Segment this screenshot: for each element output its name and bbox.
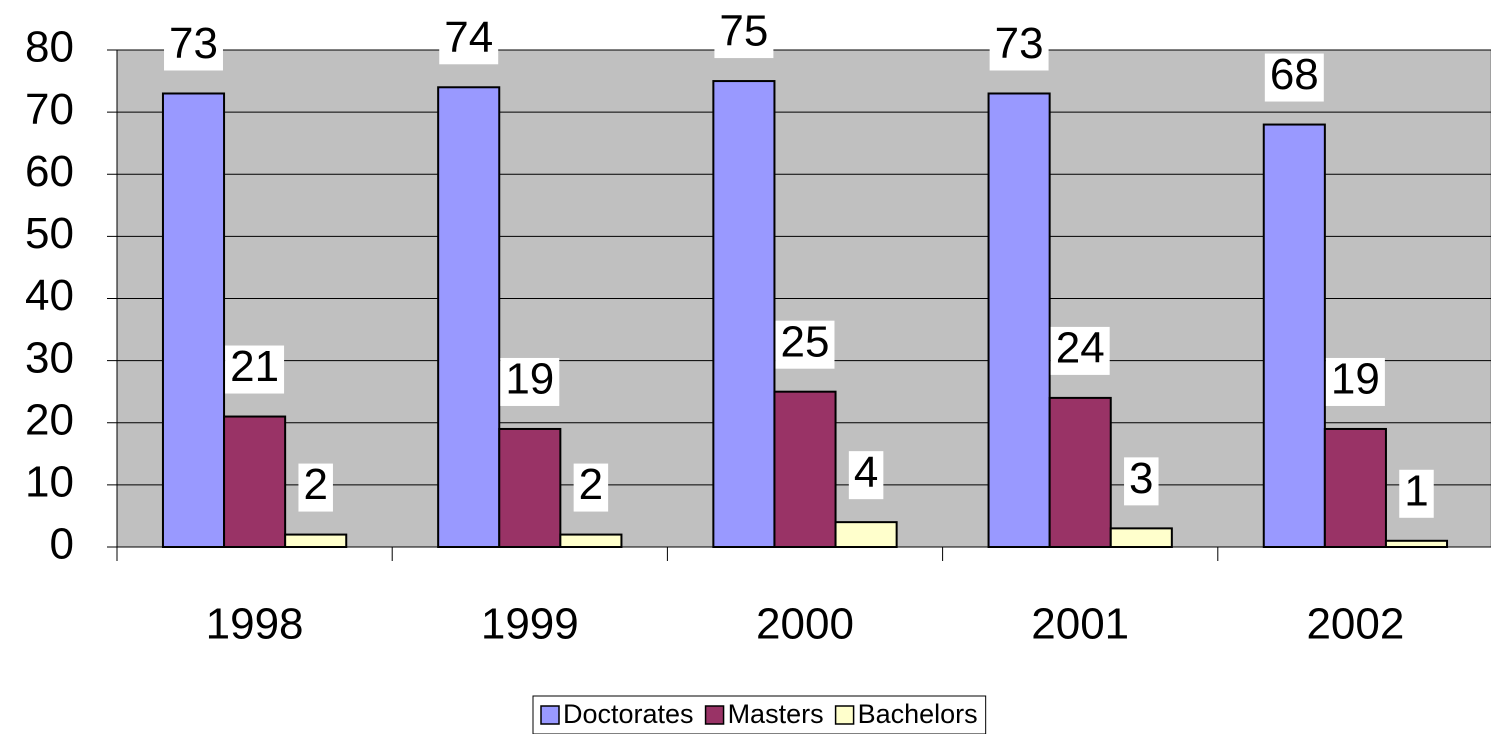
x-tick-label: 2001 (1031, 600, 1129, 649)
bar (834, 521, 898, 549)
data-label: 4 (854, 448, 878, 497)
data-label-group: 19 (500, 355, 560, 406)
legend-box (532, 695, 987, 734)
data-label-bg (225, 345, 285, 394)
bar (498, 427, 562, 548)
data-label: 74 (444, 13, 493, 62)
data-label: 21 (230, 342, 279, 391)
data-label: 75 (719, 7, 768, 56)
data-label-group: 73 (989, 19, 1049, 71)
data-label: 68 (1270, 50, 1319, 99)
legend: Doctorates Masters Bachelors (532, 695, 987, 734)
data-label-bg (1264, 53, 1324, 102)
y-tick-label: 40 (25, 271, 74, 320)
data-label-bg (1399, 469, 1434, 518)
data-label-group: 19 (1325, 355, 1385, 406)
x-tick-label: 1999 (481, 600, 579, 649)
y-tick-label: 10 (25, 458, 74, 507)
data-label: 24 (1056, 324, 1105, 373)
data-label-group: 2 (573, 460, 609, 512)
y-tick-label: 0 (50, 520, 74, 569)
y-tick-label: 80 (25, 23, 74, 72)
bar (437, 86, 501, 549)
data-label-bg (298, 463, 333, 512)
data-label: 19 (505, 355, 554, 404)
legend-swatch (704, 705, 725, 725)
data-label-group: 21 (225, 342, 285, 394)
data-label-group: 3 (1124, 454, 1159, 506)
data-label-bg (848, 451, 884, 500)
bar (987, 92, 1051, 549)
data-label-group: 75 (714, 7, 774, 59)
data-label: 19 (1331, 355, 1380, 404)
data-label-group: 68 (1264, 50, 1324, 102)
x-tick-label: 1998 (206, 600, 304, 649)
legend-label: Masters (728, 699, 824, 729)
data-label-bg (1050, 326, 1110, 375)
bar (712, 80, 776, 548)
y-tick-label: 20 (25, 395, 74, 444)
data-label: 25 (781, 317, 830, 366)
data-label-bg (989, 22, 1049, 71)
bar (773, 390, 837, 548)
y-tick-label: 70 (25, 85, 74, 134)
data-label: 2 (579, 460, 603, 509)
data-label-bg (573, 463, 609, 512)
bar (161, 92, 226, 549)
bar (1048, 396, 1112, 548)
bar (223, 415, 287, 548)
data-label: 73 (995, 19, 1044, 68)
data-label-bg (1124, 457, 1159, 506)
data-label-group: 24 (1050, 324, 1110, 375)
bar (559, 533, 623, 549)
data-label: 3 (1129, 454, 1153, 503)
data-label-bg (775, 320, 835, 369)
bar (284, 533, 348, 549)
data-label-bg (714, 10, 774, 59)
legend-label: Bachelors (858, 699, 978, 729)
y-tick-label: 30 (25, 333, 74, 382)
x-tick-label: 2000 (756, 600, 854, 649)
data-label-group: 25 (775, 317, 835, 369)
bar (1109, 527, 1173, 548)
data-label-group: 73 (164, 19, 223, 71)
data-label-bg (439, 16, 499, 65)
legend-swatch (834, 705, 855, 725)
data-label-group: 1 (1399, 466, 1434, 518)
y-tick-label: 50 (25, 209, 74, 258)
bar (1323, 427, 1387, 548)
data-label: 73 (169, 19, 218, 68)
data-label: 1 (1404, 466, 1428, 515)
bar (1262, 123, 1326, 549)
data-label-bg (500, 357, 560, 406)
data-label-group: 74 (439, 13, 499, 65)
y-tick-label: 60 (25, 147, 74, 196)
data-label-bg (1325, 357, 1385, 406)
data-label: 2 (303, 460, 327, 509)
legend-swatch (540, 705, 560, 725)
legend-label: Doctorates (563, 699, 694, 729)
x-tick-label: 2002 (1306, 600, 1404, 649)
data-label-group: 4 (848, 448, 884, 500)
data-label-group: 2 (298, 460, 333, 512)
bar (1384, 539, 1449, 548)
data-label-bg (164, 22, 223, 71)
